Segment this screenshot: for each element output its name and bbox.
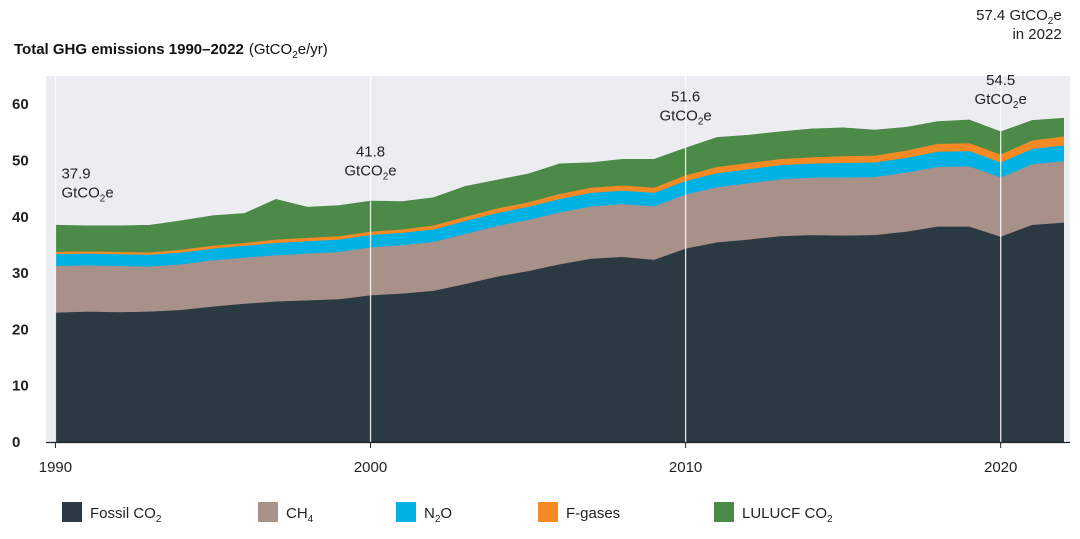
annotation-2-line1: 51.6 bbox=[671, 88, 700, 105]
annotation-4-line1-text: 57.4 GtCO bbox=[976, 7, 1048, 24]
x-tick-label-2010: 2010 bbox=[669, 459, 702, 476]
y-tick-label-30: 30 bbox=[12, 265, 29, 282]
x-tick-label-1990: 1990 bbox=[39, 459, 72, 476]
annotation-4-line1-sub: 2 bbox=[1048, 16, 1054, 27]
x-tick-label-2000: 2000 bbox=[354, 459, 387, 476]
annotation-1-line1: 41.8 bbox=[356, 144, 385, 161]
annotation-3-line2: GtCO2e bbox=[975, 91, 1027, 111]
legend-label-2-tail: O bbox=[440, 505, 452, 522]
legend-label-0-sub: 2 bbox=[156, 514, 162, 525]
annotation-3-line2-sub: 2 bbox=[1013, 100, 1019, 111]
y-tick-label-40: 40 bbox=[12, 209, 29, 226]
annotation-0-line2-sub: 2 bbox=[100, 194, 106, 205]
annotation-3-line2-tail: e bbox=[1018, 91, 1026, 108]
chart-title-main: Total GHG emissions 1990–2022 bbox=[14, 41, 244, 58]
legend-label-0: Fossil CO2 bbox=[90, 505, 162, 525]
y-tick-label-50: 50 bbox=[12, 152, 29, 169]
legend-swatch-4 bbox=[714, 502, 734, 522]
annotation-1-line2-tail: e bbox=[388, 163, 396, 180]
legend-swatch-0 bbox=[62, 502, 82, 522]
annotation-0-line1: 37.9 bbox=[61, 166, 90, 183]
legend-label-2: N2O bbox=[424, 505, 452, 525]
legend-label-4-sub: 2 bbox=[827, 514, 833, 525]
legend-swatch-2 bbox=[396, 502, 416, 522]
chart-title-unit-sub: 2 bbox=[292, 50, 298, 61]
y-tick-label-10: 10 bbox=[12, 378, 29, 395]
annotation-1-line2-sub: 2 bbox=[383, 172, 389, 183]
annotation-0-line2: GtCO2e bbox=[61, 185, 113, 205]
legend-label-0-text: Fossil CO bbox=[90, 505, 156, 522]
annotation-2-line2-text: GtCO bbox=[659, 107, 697, 124]
annotations: 37.9GtCO2e41.8GtCO2e51.6GtCO2e54.5GtCO2e… bbox=[61, 7, 1061, 205]
annotation-4-line1: 57.4 GtCO2e bbox=[976, 7, 1062, 27]
y-tick-label-20: 20 bbox=[12, 321, 29, 338]
legend-label-3-text: F-gases bbox=[566, 505, 620, 522]
reference-lines bbox=[54, 76, 1002, 442]
annotation-0-line2-text: GtCO bbox=[61, 185, 99, 202]
stacked-areas bbox=[55, 117, 1064, 443]
annotation-2-line2-sub: 2 bbox=[698, 116, 704, 127]
annotation-3-line2-text: GtCO bbox=[975, 91, 1013, 108]
x-tick-label-2020: 2020 bbox=[984, 459, 1017, 476]
annotation-2-line2: GtCO2e bbox=[659, 107, 711, 127]
legend-label-1-text: CH bbox=[286, 505, 308, 522]
legend-swatch-1 bbox=[258, 502, 278, 522]
chart-title: Total GHG emissions 1990–2022 (GtCO2e/yr) bbox=[14, 41, 328, 61]
annotation-1-line2: GtCO2e bbox=[344, 163, 396, 183]
chart-title-unit-tail: e/yr) bbox=[298, 41, 328, 58]
legend-label-4-text: LULUCF CO bbox=[742, 505, 827, 522]
annotation-4-line2: in 2022 bbox=[1012, 26, 1061, 43]
legend-label-2-text: N bbox=[424, 505, 435, 522]
legend-label-1-sub: 4 bbox=[308, 514, 314, 525]
annotation-0-line2-tail: e bbox=[105, 185, 113, 202]
annotation-3-line1: 54.5 bbox=[986, 72, 1015, 89]
legend-label-3: F-gases bbox=[566, 505, 620, 522]
annotation-4-line1-tail: e bbox=[1053, 7, 1061, 24]
chart-title-unit: (GtCO bbox=[249, 41, 292, 58]
annotation-2-line2-tail: e bbox=[703, 107, 711, 124]
axes: 1990 2000 2010 2020 0 10 20 30 40 50 60 bbox=[12, 96, 1070, 476]
legend-label-2-sub: 2 bbox=[435, 514, 441, 525]
legend-label-4: LULUCF CO2 bbox=[742, 505, 833, 525]
annotation-1-line2-text: GtCO bbox=[344, 163, 382, 180]
legend: Fossil CO2 CH4 N2O F-gases LULUCF CO2 bbox=[62, 502, 833, 525]
y-tick-label-0: 0 bbox=[12, 434, 20, 451]
legend-label-1: CH4 bbox=[286, 505, 314, 525]
y-tick-label-60: 60 bbox=[12, 96, 29, 113]
legend-swatch-3 bbox=[538, 502, 558, 522]
